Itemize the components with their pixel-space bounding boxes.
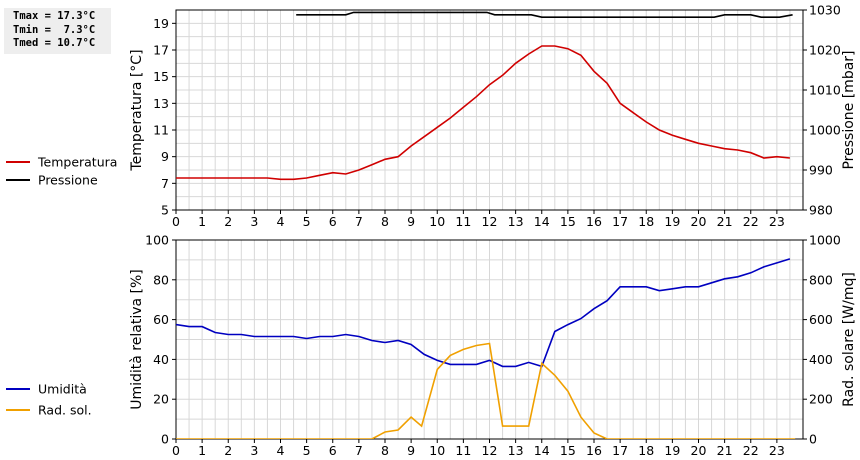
y2-axis-label: Pressione [mbar] <box>841 50 857 169</box>
series-line-temperatura <box>176 45 790 181</box>
x-tick-label: 21 <box>717 443 733 458</box>
x-tick-label: 15 <box>560 214 576 229</box>
x-tick-label: 5 <box>303 214 311 229</box>
y2-tick-label: 1000 <box>809 233 841 248</box>
x-tick-label: 15 <box>560 443 576 458</box>
x-tick-label: 0 <box>172 214 180 229</box>
x-tick-label: 19 <box>664 443 680 458</box>
series-line-pressione <box>296 11 793 19</box>
x-tick-label: 16 <box>586 443 602 458</box>
x-tick-label: 22 <box>743 214 759 229</box>
y-tick-label: 9 <box>161 149 169 164</box>
y2-tick-label: 980 <box>809 203 833 218</box>
x-tick-label: 14 <box>534 214 550 229</box>
y-tick-label: 100 <box>145 233 169 248</box>
x-tick-label: 10 <box>429 214 445 229</box>
x-tick-label: 1 <box>198 214 206 229</box>
legend-label: Temperatura <box>37 155 117 170</box>
x-tick-label: 19 <box>664 214 680 229</box>
x-tick-label: 7 <box>355 214 363 229</box>
x-tick-label: 20 <box>691 214 707 229</box>
y-tick-label: 17 <box>153 43 169 58</box>
x-tick-label: 23 <box>769 214 785 229</box>
x-tick-label: 11 <box>455 214 471 229</box>
chart-panel-2: 0 1 2 3 4 5 6 7 8 9 10 11 12 13 14 15 16 17 18 19 20 21 22 2302… <box>6 233 857 458</box>
x-tick-label: 8 <box>381 443 389 458</box>
stats-box: Tmax = 17.3°C Tmin = 7.3°C Tmed = 10.7°C <box>4 8 111 54</box>
legend-label: Rad. sol. <box>38 403 92 418</box>
x-tick-label: 2 <box>224 214 232 229</box>
stats-tmax: Tmax = 17.3°C <box>13 10 96 22</box>
legend-label: Umidità <box>38 382 87 397</box>
y-tick-label: 5 <box>161 203 169 218</box>
x-tick-label: 0 <box>172 443 180 458</box>
stats-tmin: Tmin = 7.3°C <box>13 23 96 36</box>
y2-tick-label: 1030 <box>809 3 841 18</box>
x-tick-label: 13 <box>508 443 524 458</box>
y-axis-label: Temperatura [°C] <box>129 49 145 171</box>
chart-panel-1: 0 1 2 3 4 5 6 7 8 9 10 11 12 13 14 15 16 17 18 19 20 21 22 2357… <box>6 3 857 229</box>
x-tick-label: 11 <box>455 443 471 458</box>
x-tick-label: 18 <box>638 443 654 458</box>
x-tick-label: 1 <box>198 443 206 458</box>
series-line-umidit- <box>176 258 791 368</box>
x-tick-label: 13 <box>508 214 524 229</box>
y2-tick-label: 400 <box>809 352 833 367</box>
x-tick-label: 12 <box>482 443 498 458</box>
x-tick-label: 23 <box>769 443 785 458</box>
y2-axis-label: Rad. solare [W/mq] <box>841 272 857 407</box>
x-tick-label: 3 <box>250 214 258 229</box>
x-tick-label: 5 <box>303 443 311 458</box>
y2-tick-label: 800 <box>809 272 833 287</box>
x-tick-label: 3 <box>250 443 258 458</box>
x-tick-label: 2 <box>224 443 232 458</box>
x-tick-label: 18 <box>638 214 654 229</box>
x-tick-label: 22 <box>743 443 759 458</box>
x-tick-label: 10 <box>429 443 445 458</box>
y-tick-label: 15 <box>153 69 169 84</box>
stats-tmed: Tmed = 10.7°C <box>13 37 96 49</box>
x-tick-label: 9 <box>407 443 415 458</box>
y-tick-label: 80 <box>153 272 169 287</box>
x-tick-label: 6 <box>329 443 337 458</box>
y-tick-label: 19 <box>153 16 169 31</box>
x-tick-label: 17 <box>612 443 628 458</box>
y-tick-label: 7 <box>161 176 169 191</box>
x-tick-label: 9 <box>407 214 415 229</box>
x-tick-label: 4 <box>277 214 285 229</box>
y2-tick-label: 200 <box>809 392 833 407</box>
x-tick-label: 20 <box>691 443 707 458</box>
y2-tick-label: 600 <box>809 312 833 327</box>
y-axis-label: Umidità relativa [%] <box>129 269 145 410</box>
y-tick-label: 60 <box>153 312 169 327</box>
x-tick-label: 16 <box>586 214 602 229</box>
x-tick-label: 7 <box>355 443 363 458</box>
x-tick-label: 12 <box>482 214 498 229</box>
y-tick-label: 0 <box>161 432 169 447</box>
x-tick-label: 6 <box>329 214 337 229</box>
x-tick-label: 17 <box>612 214 628 229</box>
x-tick-label: 4 <box>277 443 285 458</box>
y2-tick-label: 990 <box>809 163 833 178</box>
y2-tick-label: 1010 <box>809 83 841 98</box>
x-tick-label: 14 <box>534 443 550 458</box>
y-tick-label: 20 <box>153 392 169 407</box>
legend-label: Pressione <box>38 173 98 188</box>
y-tick-label: 40 <box>153 352 169 367</box>
y2-tick-label: 1020 <box>809 43 841 58</box>
y2-tick-label: 1000 <box>809 123 841 138</box>
x-tick-label: 21 <box>717 214 733 229</box>
y2-tick-label: 0 <box>809 432 817 447</box>
series-line-rad-sol- <box>176 342 796 439</box>
y-tick-label: 13 <box>153 96 169 111</box>
y-tick-label: 11 <box>153 123 169 138</box>
x-tick-label: 8 <box>381 214 389 229</box>
